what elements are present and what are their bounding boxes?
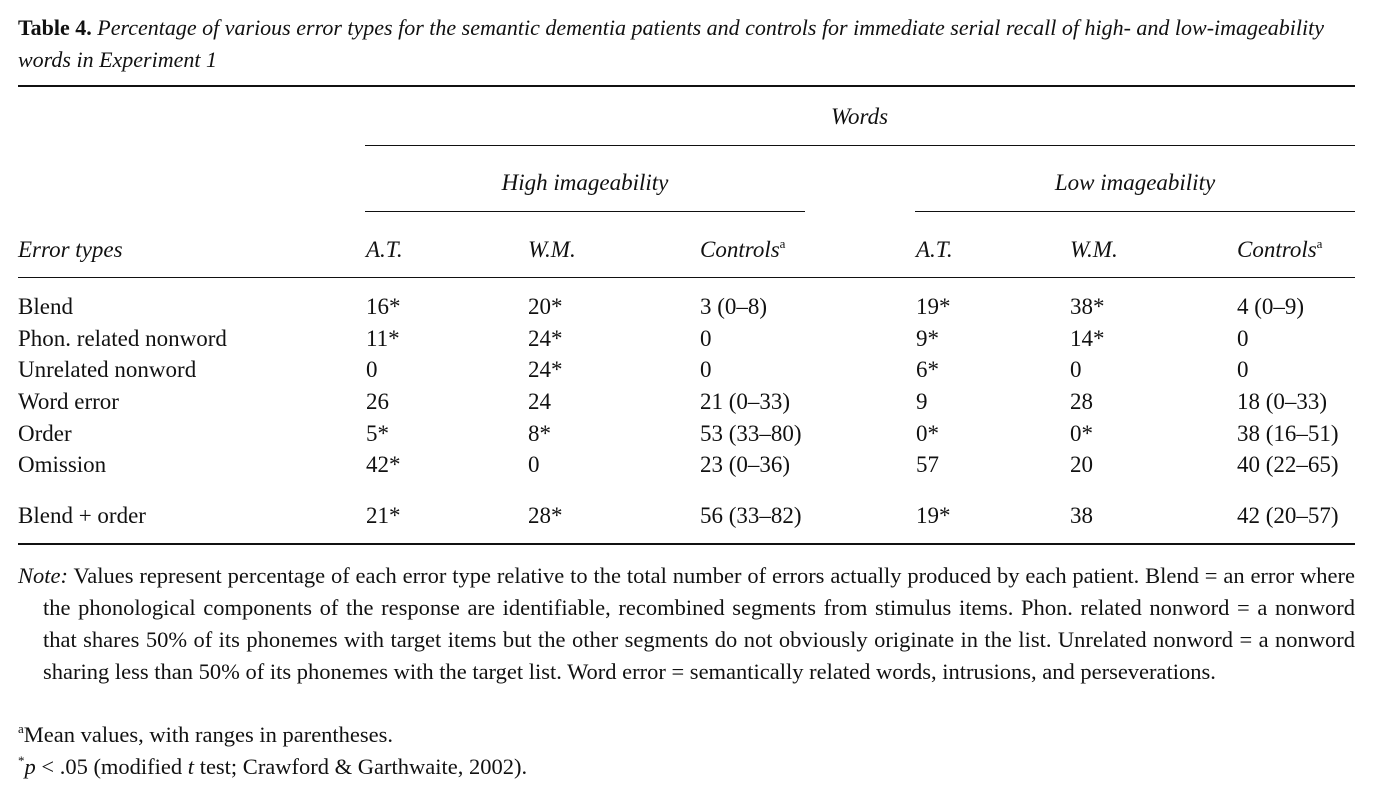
table-cell: 24* xyxy=(528,357,563,382)
footnote-text: < .05 (modified xyxy=(35,754,188,779)
row-label: Blend xyxy=(18,294,73,319)
table-cell: 38* xyxy=(1070,294,1105,319)
table-cell: 0 xyxy=(366,357,378,382)
table-cell: 28 xyxy=(1070,389,1093,414)
table-cell: 56 (33–82) xyxy=(700,503,802,528)
footnote-text: test; Crawford & Garthwaite, 2002). xyxy=(194,754,528,779)
caption-label: Table 4. xyxy=(18,15,92,40)
table-cell: 0 xyxy=(700,357,712,382)
footnote: *p < .05 (modified t test; Crawford & Ga… xyxy=(18,751,527,783)
table-cell: 0* xyxy=(916,421,939,446)
table-cell: 11* xyxy=(366,326,400,351)
bottom-rule xyxy=(18,543,1355,545)
table-cell: 40 (22–65) xyxy=(1237,452,1339,477)
column-head-sup: a xyxy=(779,236,786,251)
top-rule xyxy=(18,85,1355,87)
table-cell: 19* xyxy=(916,503,951,528)
note-text: Values represent percentage of each erro… xyxy=(43,563,1355,684)
row-label: Phon. related nonword xyxy=(18,326,227,351)
table-cell: 4 (0–9) xyxy=(1237,294,1305,319)
table-cell: 38 (16–51) xyxy=(1237,421,1339,446)
footnote-mark: * xyxy=(18,753,25,768)
table-cell: 18 (0–33) xyxy=(1237,389,1328,414)
column-head: A.T. xyxy=(916,237,953,262)
table-cell: 0 xyxy=(528,452,540,477)
header-rule xyxy=(18,277,1355,278)
table-cell: 53 (33–80) xyxy=(700,421,802,446)
footnote-mark: a xyxy=(18,721,24,736)
table-cell: 6* xyxy=(916,357,939,382)
table-cell: 42 (20–57) xyxy=(1237,503,1339,528)
table-cell: 9* xyxy=(916,326,939,351)
table-cell: 20* xyxy=(528,294,563,319)
group-rule xyxy=(365,211,805,212)
column-head: W.M. xyxy=(1070,237,1118,262)
footnote-text: p xyxy=(24,754,36,779)
table-cell: 21* xyxy=(366,503,401,528)
column-head: A.T. xyxy=(366,237,403,262)
note-label: Note: xyxy=(18,563,68,588)
table-cell: 42* xyxy=(366,452,401,477)
table-cell: 3 (0–8) xyxy=(700,294,768,319)
table-cell: 26 xyxy=(366,389,389,414)
footnote-text: t xyxy=(187,754,195,779)
group-rule xyxy=(915,211,1355,212)
table-cell: 0 xyxy=(700,326,712,351)
group-label: High imageability xyxy=(501,170,669,195)
row-label: Omission xyxy=(18,452,107,477)
spanner: Words xyxy=(831,104,889,129)
group-label: Low imageability xyxy=(1054,170,1216,195)
column-head-sup: a xyxy=(1316,236,1323,251)
table-cell: 0* xyxy=(1070,421,1093,446)
table-cell: 20 xyxy=(1070,452,1093,477)
stub-head: Error types xyxy=(18,237,123,262)
caption: Table 4. Percentage of various error typ… xyxy=(18,12,1358,76)
table-cell: 9 xyxy=(916,389,928,414)
table-cell: 0 xyxy=(1237,357,1249,382)
table-cell: 16* xyxy=(366,294,401,319)
column-head: Controlsa xyxy=(700,236,786,262)
table-cell: 5* xyxy=(366,421,389,446)
row-label: Blend + order xyxy=(18,503,146,528)
row-label: Unrelated nonword xyxy=(18,357,197,382)
table-cell: 0 xyxy=(1070,357,1082,382)
table-cell: 28* xyxy=(528,503,563,528)
footnote-text: Mean values, with ranges in parentheses. xyxy=(23,722,394,747)
table-cell: 23 (0–36) xyxy=(700,452,791,477)
table-cell: 38 xyxy=(1070,503,1093,528)
caption-text: Percentage of various error types for th… xyxy=(18,15,1325,72)
row-label: Order xyxy=(18,421,72,446)
table-cell: 21 (0–33) xyxy=(700,389,791,414)
table-cell: 14* xyxy=(1070,326,1105,351)
table-cell: 0 xyxy=(1237,326,1249,351)
table-cell: 19* xyxy=(916,294,951,319)
column-head: Controlsa xyxy=(1237,236,1323,262)
column-head: W.M. xyxy=(528,237,576,262)
table-cell: 24 xyxy=(528,389,551,414)
row-label: Word error xyxy=(18,389,119,414)
table-cell: 24* xyxy=(528,326,563,351)
footnote: aMean values, with ranges in parentheses… xyxy=(18,719,393,751)
table-cell: 57 xyxy=(916,452,939,477)
table-cell: 8* xyxy=(528,421,551,446)
spanner-rule xyxy=(365,145,1355,146)
note: Note: Values represent percentage of eac… xyxy=(18,560,1355,688)
